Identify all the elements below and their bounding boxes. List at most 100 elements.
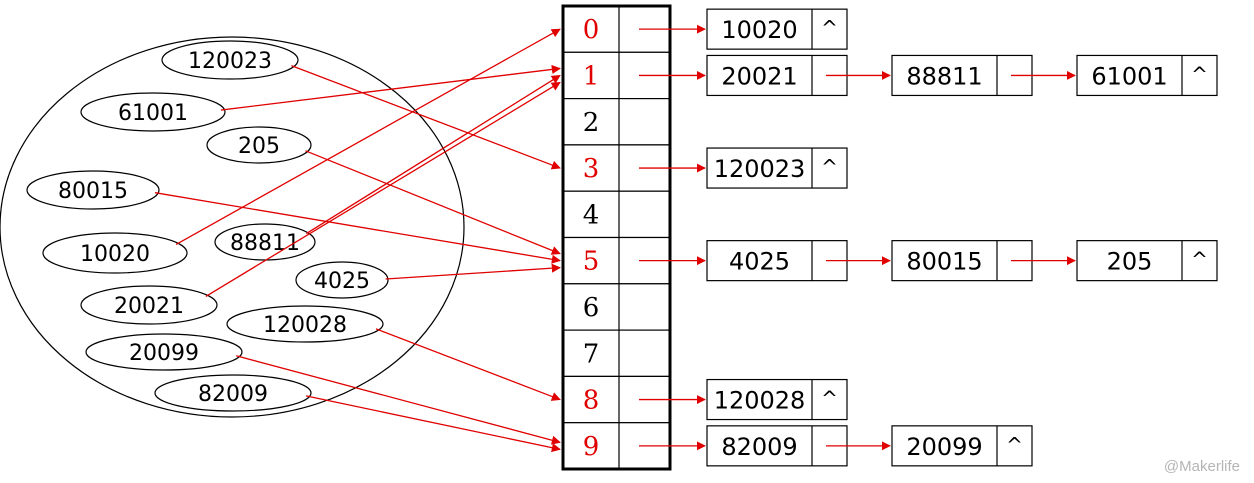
node-box (1076, 240, 1218, 282)
node-box (891, 425, 1033, 467)
list-node-120023: 120023 ^ (706, 147, 848, 189)
node-value: 80015 (906, 248, 982, 276)
key-set-circle (0, 36, 465, 418)
mapping-arrow-20021 (205, 81, 561, 297)
mapping-arrow-82009 (305, 395, 561, 453)
key-label: 120023 (188, 49, 272, 74)
list-node-20021: 20021 (706, 54, 891, 97)
key-ellipse (226, 305, 384, 343)
slot-index: 7 (583, 339, 600, 369)
key-4025: 4025 (295, 261, 389, 299)
list-node-120028: 120028 ^ (706, 378, 848, 421)
slot-index: 2 (583, 108, 600, 138)
mapping-arrow-61001 (220, 64, 561, 111)
key-label: 120028 (263, 313, 347, 338)
key-80015: 80015 (26, 170, 160, 210)
table-slot-7: 7 (562, 329, 671, 378)
key-label: 61001 (118, 101, 188, 126)
list-node-4025: 4025 (706, 240, 891, 282)
node-value: 88811 (906, 62, 982, 90)
key-20021: 20021 (80, 285, 218, 325)
list-node-10020: 10020 ^ (706, 8, 848, 50)
table-slot-8: 8 (562, 375, 671, 424)
list-node-205: 205 ^ (1076, 240, 1218, 282)
null-pointer: ^ (821, 155, 838, 179)
null-pointer: ^ (1191, 248, 1208, 272)
mapping-arrow-20099 (236, 355, 561, 445)
key-label: 10020 (80, 242, 150, 267)
key-10020: 10020 (42, 232, 188, 274)
node-value: 4025 (729, 248, 790, 276)
key-label: 4025 (314, 269, 370, 294)
node-box (891, 240, 1033, 282)
mapping-arrow-120028 (375, 328, 561, 401)
key-120028: 120028 (226, 305, 384, 343)
mapping-arrow-10020 (175, 28, 561, 246)
slot-index: 5 (583, 247, 600, 277)
chain-9: 82009 20099 ^ (639, 425, 1033, 467)
node-value: 120023 (714, 155, 806, 183)
key-ellipse (80, 285, 218, 325)
key-label: 20021 (114, 294, 184, 319)
node-box (706, 240, 848, 282)
list-node-82009: 82009 (706, 425, 891, 467)
mapping-arrow-120023 (291, 65, 561, 170)
chain-0: 10020 ^ (639, 8, 848, 50)
key-label: 88811 (230, 231, 300, 256)
null-pointer: ^ (821, 16, 838, 40)
slot-cell (562, 329, 671, 378)
key-ellipse (206, 126, 312, 164)
mapping-arrow-205 (305, 150, 561, 255)
chain-5: 4025 80015 205 ^ (639, 240, 1218, 282)
node-value: 61001 (1091, 62, 1167, 90)
key-205: 205 (206, 126, 312, 164)
slot-cell (562, 283, 671, 331)
key-ellipse (85, 333, 243, 371)
hash-table: 0 1 2 3 4 5 6 7 8 9 (561, 4, 672, 471)
node-box (706, 425, 848, 467)
node-value: 82009 (721, 433, 797, 461)
node-box (1076, 54, 1218, 97)
table-slot-4: 4 (562, 190, 671, 239)
watermark: @Makerlife (1163, 458, 1240, 475)
null-pointer: ^ (821, 387, 838, 411)
slot-index: 9 (583, 432, 600, 462)
key-label: 20099 (129, 341, 199, 366)
node-value: 205 (1107, 248, 1153, 276)
key-61001: 61001 (80, 92, 226, 132)
node-value: 20099 (906, 433, 982, 461)
node-box (706, 378, 848, 421)
node-box (706, 54, 848, 97)
slot-cell (562, 97, 671, 146)
table-slot-6: 6 (562, 283, 671, 331)
list-node-61001: 61001 ^ (1076, 54, 1218, 97)
key-ellipse (161, 40, 299, 80)
chain-1: 20021 88811 61001 ^ (639, 54, 1218, 97)
table-border (561, 4, 672, 471)
chain-3: 120023 ^ (639, 147, 848, 189)
list-node-80015: 80015 (891, 240, 1076, 282)
key-label: 82009 (198, 382, 268, 407)
mapping-arrow-80015 (154, 192, 561, 264)
node-value: 10020 (721, 16, 797, 44)
slot-index: 1 (583, 61, 600, 91)
node-value: 120028 (714, 387, 806, 415)
key-ellipse (295, 261, 389, 299)
null-pointer: ^ (1191, 62, 1208, 86)
node-box (706, 8, 848, 50)
node-value: 20021 (721, 62, 797, 90)
key-120023: 120023 (161, 40, 299, 80)
key-ellipse (80, 92, 226, 132)
node-box (706, 147, 848, 189)
key-ellipse (42, 232, 188, 274)
list-node-88811: 88811 (891, 54, 1076, 97)
key-label: 80015 (58, 179, 128, 204)
slot-index: 3 (583, 154, 600, 184)
key-label: 205 (238, 134, 280, 159)
key-88811: 88811 (214, 223, 316, 261)
key-ellipse (26, 170, 160, 210)
key-20099: 20099 (85, 333, 243, 371)
slot-cell (562, 190, 671, 239)
node-box (891, 54, 1033, 97)
